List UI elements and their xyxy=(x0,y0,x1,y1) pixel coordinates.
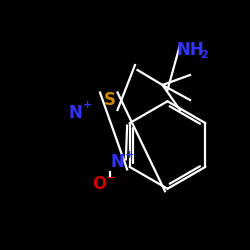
Text: +: + xyxy=(82,100,92,110)
Text: N: N xyxy=(110,153,124,171)
Text: N: N xyxy=(68,104,82,122)
Text: S: S xyxy=(104,91,116,109)
Text: O: O xyxy=(92,176,107,194)
Text: +: + xyxy=(124,150,134,160)
Text: −: − xyxy=(106,172,115,182)
Text: 2: 2 xyxy=(200,50,208,60)
Text: NH: NH xyxy=(176,41,204,59)
